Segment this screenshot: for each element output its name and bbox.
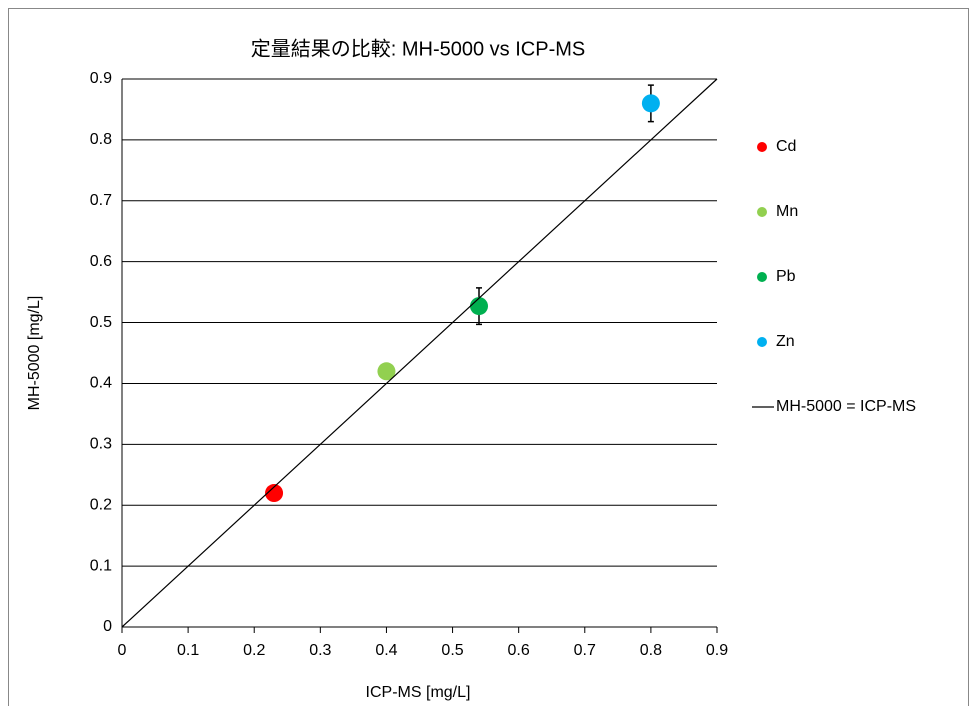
y-tick-label: 0.8 — [90, 131, 112, 148]
x-tick-label: 0.1 — [177, 642, 199, 659]
data-point — [265, 484, 284, 503]
x-tick-label: 0.4 — [375, 642, 397, 659]
reference-line — [121, 78, 718, 628]
legend-marker — [757, 337, 767, 347]
data-point — [377, 362, 396, 381]
legend-marker — [757, 272, 767, 282]
x-tick-label: 0.2 — [243, 642, 265, 659]
x-tick-label: 0.3 — [309, 642, 331, 659]
y-tick-label: 0.4 — [90, 375, 112, 392]
x-tick-label: 0.6 — [508, 642, 530, 659]
legend-label: MH-5000 = ICP-MS — [776, 398, 916, 415]
y-axis-label: MH-5000 [mg/L] — [26, 296, 43, 411]
x-tick-label: 0.5 — [441, 642, 463, 659]
y-tick-label: 0.9 — [90, 70, 112, 87]
legend-label: Cd — [776, 138, 796, 155]
legend-label: Mn — [776, 203, 798, 220]
legend-label: Zn — [776, 333, 795, 350]
y-tick-label: 0.1 — [90, 557, 112, 574]
y-tick-label: 0.7 — [90, 192, 112, 209]
y-tick-label: 0.2 — [90, 496, 112, 513]
y-tick-label: 0.3 — [90, 436, 112, 453]
x-tick-label: 0.9 — [706, 642, 728, 659]
chart-title: 定量結果の比較: MH-5000 vs ICP-MS — [251, 37, 585, 60]
data-point — [470, 297, 488, 316]
legend-label: Pb — [776, 268, 796, 285]
data-point — [641, 94, 660, 113]
x-tick-label: 0.8 — [640, 642, 662, 659]
chart-frame — [8, 8, 969, 706]
legend-marker — [757, 207, 767, 217]
y-tick-label: 0.6 — [90, 253, 112, 270]
x-axis-label: ICP-MS [mg/L] — [366, 684, 471, 701]
x-tick-label: 0 — [118, 642, 127, 659]
y-tick-label: 0.5 — [90, 314, 112, 331]
x-tick-label: 0.7 — [574, 642, 596, 659]
legend-marker — [757, 142, 767, 152]
y-tick-label: 0 — [103, 618, 112, 635]
